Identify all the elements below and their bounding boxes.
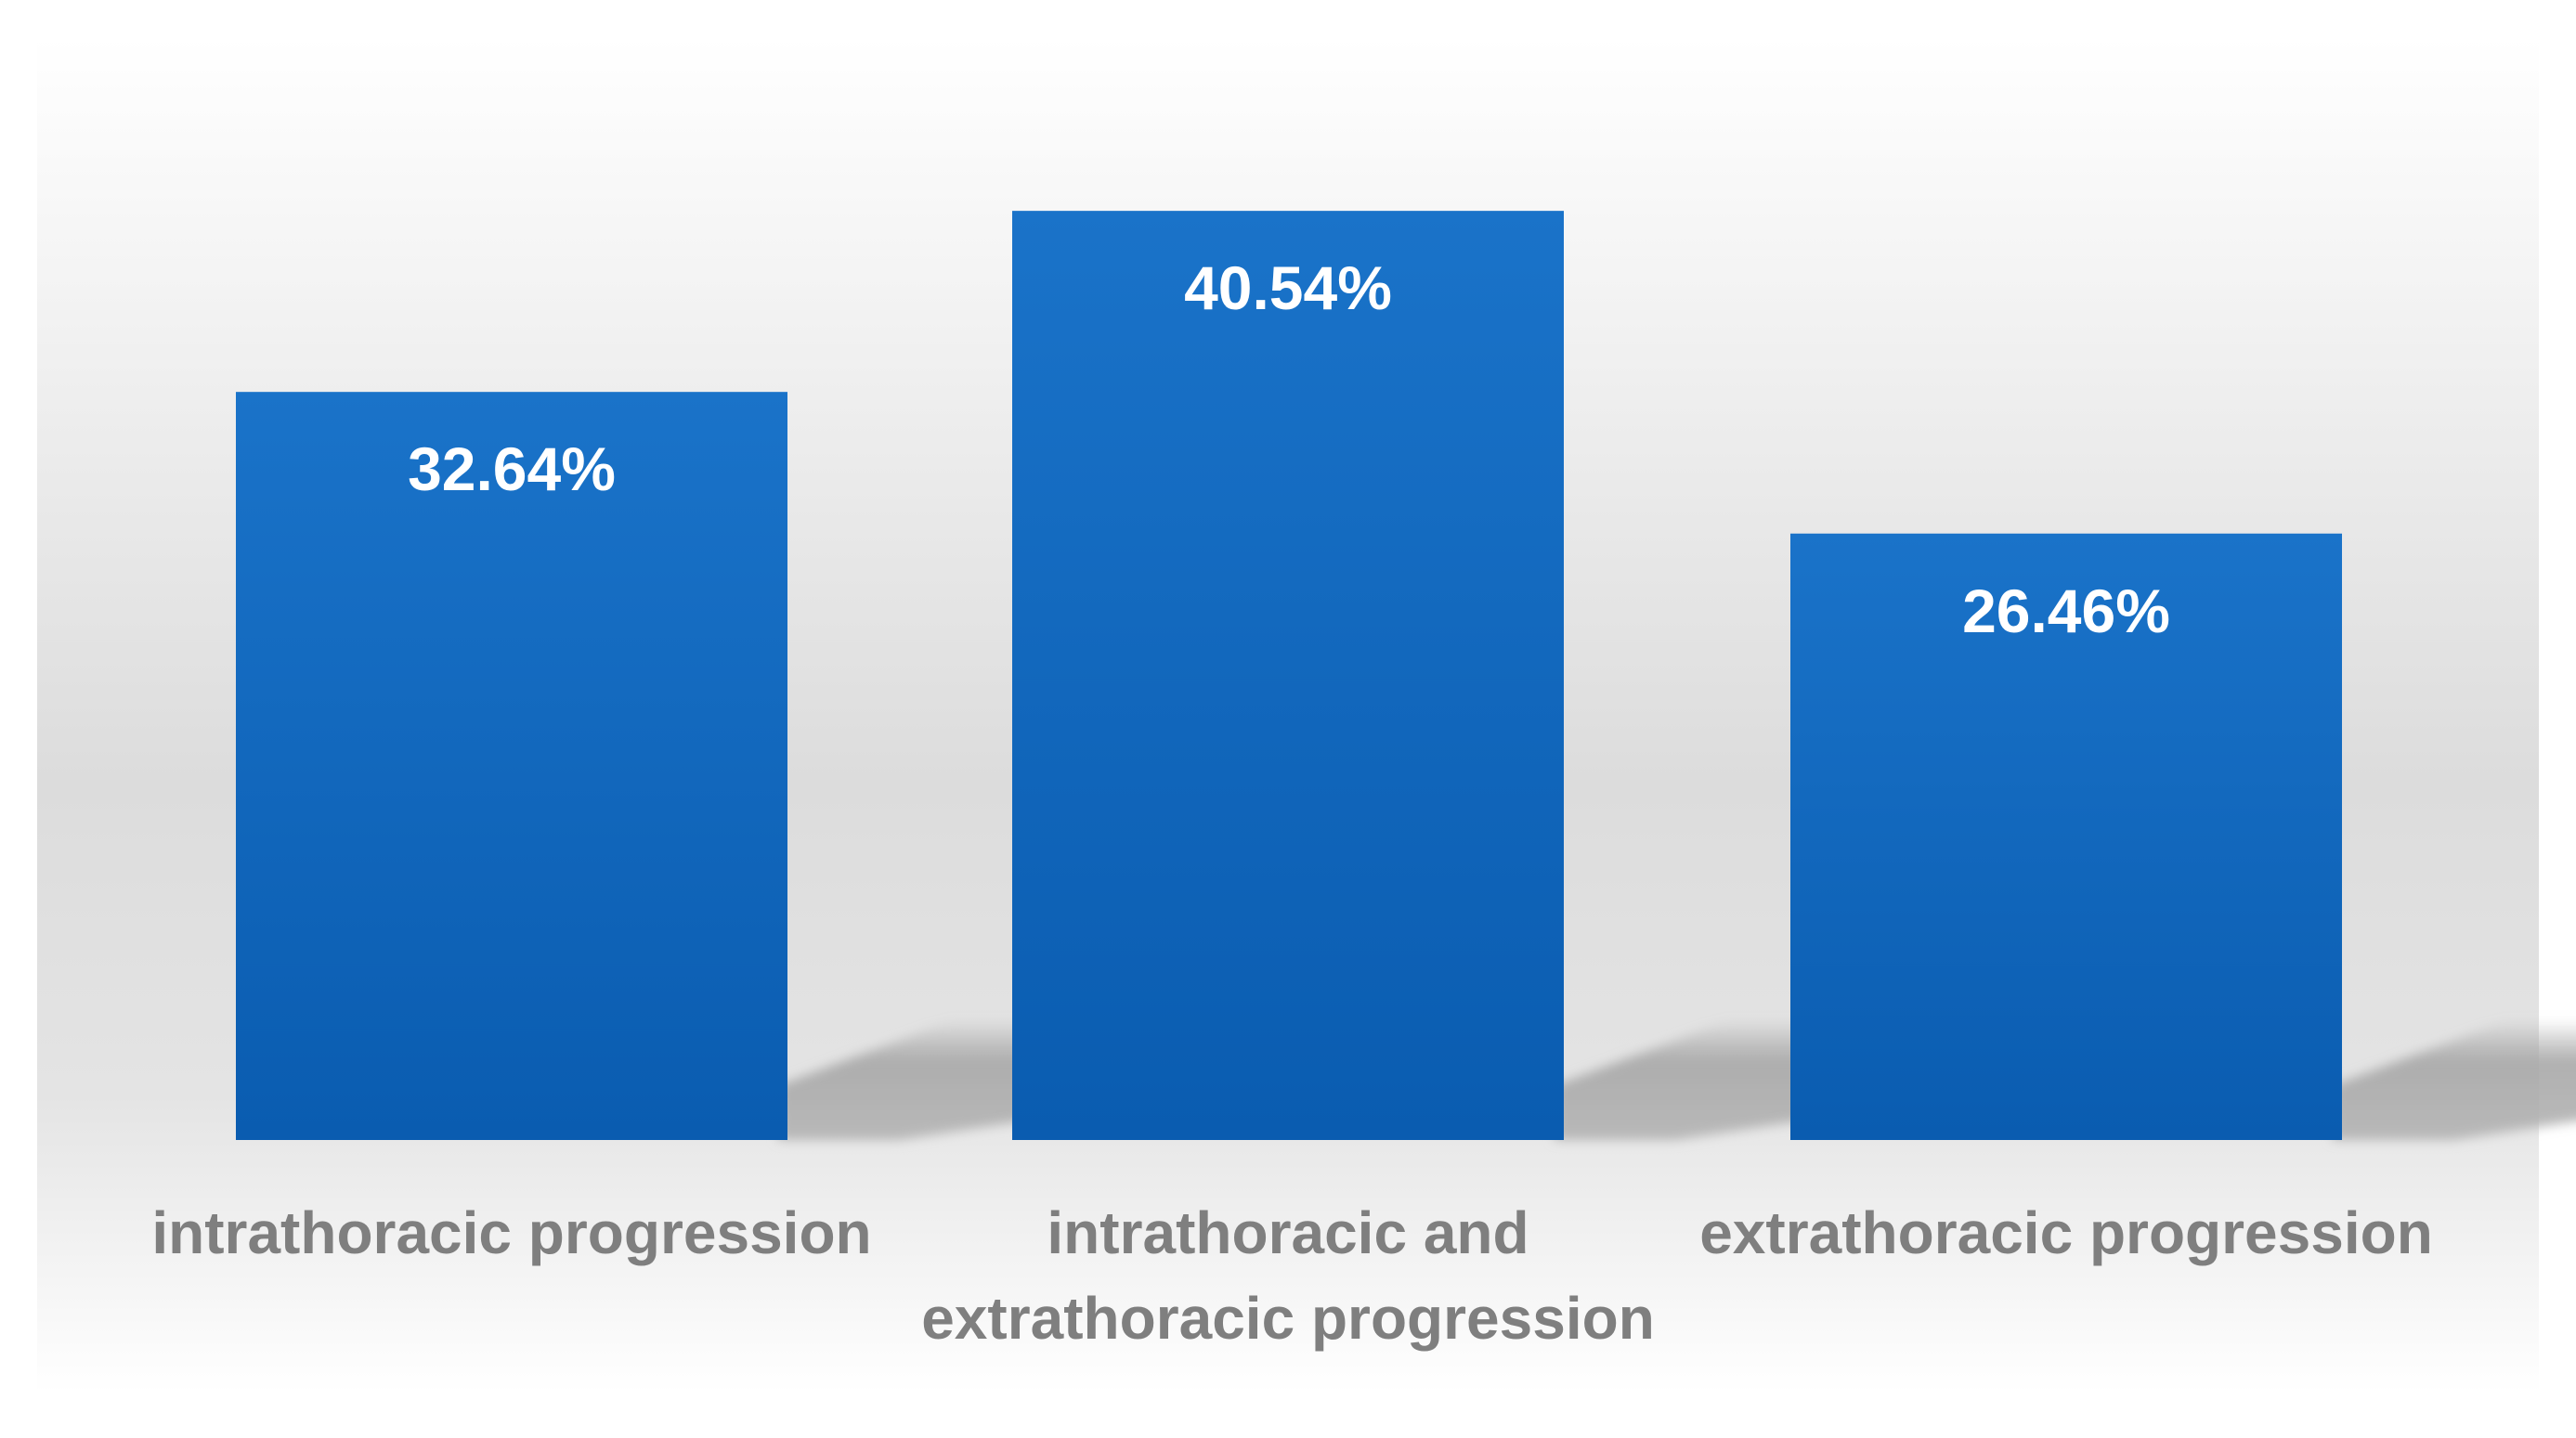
- x-tick-label: extrathoracic progression: [921, 1285, 1655, 1352]
- x-tick-label: extrathoracic progression: [1699, 1199, 2433, 1266]
- category-labels: intrathoracic progression intrathoracic a…: [151, 1199, 2432, 1352]
- bar-shadows: [778, 1019, 2576, 1140]
- bar: [1012, 211, 1564, 1141]
- bar-shadow: [1555, 1019, 1833, 1140]
- x-tick-label: intrathoracic progression: [151, 1199, 871, 1266]
- bars: [236, 211, 2342, 1141]
- data-label: 26.46%: [1962, 576, 2170, 645]
- bar-shadow: [2333, 1019, 2576, 1140]
- value-labels: 32.64% 40.54% 26.46%: [408, 253, 2170, 645]
- data-label: 40.54%: [1184, 253, 1392, 322]
- bar: [1790, 533, 2342, 1140]
- bar: [236, 392, 787, 1140]
- data-label: 32.64%: [408, 434, 616, 503]
- x-tick-label: intrathoracic and: [1047, 1199, 1529, 1266]
- bar-shadow: [778, 1019, 1057, 1140]
